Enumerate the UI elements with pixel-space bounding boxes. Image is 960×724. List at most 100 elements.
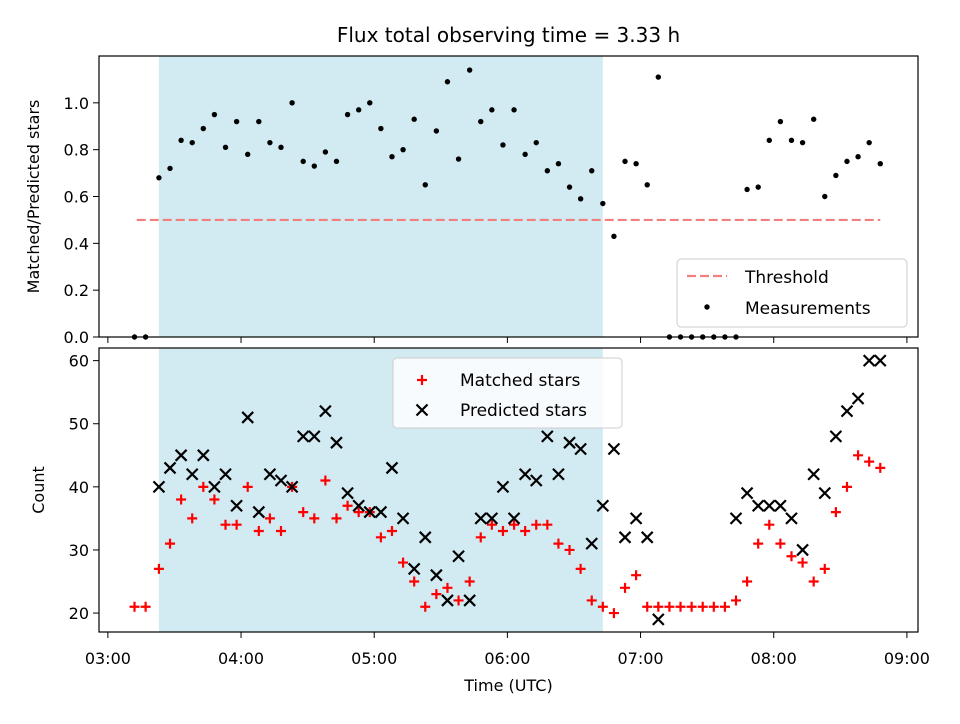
legend-measurements-label: Measurements [745,299,871,319]
matched-star-point [276,526,286,537]
measurement-point [455,156,462,162]
predicted-star-point [352,499,365,513]
measurement-point [577,196,584,202]
predicted-star-point [285,480,299,494]
ratio-y-ticks: 0.0 0.2 0.4 0.6 0.8 1.0 [64,94,99,347]
predicted-star-point [330,436,343,449]
ratio-y-axis-label: Matched/Predicted stars [24,100,43,294]
measurement-point [844,158,850,165]
measurement-point [289,100,295,106]
matched-star-point [253,526,264,537]
predicted-star-point [474,512,488,525]
matched-star-point [231,519,242,530]
predicted-star-point [785,512,798,525]
measurement-point [799,139,806,146]
measurement-point [422,182,428,188]
predicted-star-point [407,562,421,576]
matched-star-point [331,513,342,524]
matched-star-point [564,544,575,555]
legend-threshold-label: Threshold [744,268,829,288]
predicted-star-point [552,467,565,481]
predicted-star-point [296,430,310,443]
count-y-tick-label: 20 [69,604,89,623]
predicted-star-point [341,486,354,500]
predicted-star-point [807,467,820,481]
predicted-star-point [274,474,288,487]
matched-star-point [853,450,864,461]
measurement-point [533,139,539,146]
predicted-star-point [774,499,787,513]
matched-star-point [542,519,553,530]
count-marks [129,354,887,626]
measurement-point [211,111,218,118]
measurement-point [810,116,817,122]
matched-star-point [764,519,775,530]
measurement-point [267,139,273,146]
measurement-point [256,118,262,125]
measurement-point [566,184,573,190]
predicted-star-point [308,430,321,443]
predicted-star-point [763,499,776,513]
predicted-star-point [363,505,377,519]
predicted-star-point [252,505,266,519]
count-axes-frame [98,347,919,633]
matched-star-point [264,513,275,524]
matched-star-point [375,532,386,543]
measurement-point [511,107,517,113]
matched-star-point [608,608,619,619]
count-y-ticks: 20 30 40 50 60 [69,352,99,623]
predicted-star-point [518,467,532,481]
ratio-y-tick-label: 0.0 [64,328,89,347]
measurement-point [555,161,562,167]
matched-star-point [686,601,697,612]
matched-star-point [708,601,719,612]
measurement-point [777,118,784,125]
measurement-point [877,161,883,167]
matched-star-point [409,576,420,587]
matched-star-point [209,494,220,505]
matched-star-point [420,601,431,612]
matched-star-point [497,526,508,537]
matched-star-point [398,557,409,568]
ratio-x-ticks [107,337,908,343]
predicted-star-point [541,430,554,443]
measurement-point [833,172,839,179]
predicted-star-point [396,512,410,525]
matched-star-point [187,513,198,524]
predicted-star-point [485,512,499,525]
measurement-point [322,149,329,155]
count-legend: Matched stars Predicted stars [392,357,623,429]
measurement-point [344,111,351,118]
matched-star-point [786,551,797,562]
measurement-point [156,175,162,181]
measurement-point [855,153,861,160]
predicted-star-point [418,531,432,544]
predicted-star-point [740,486,754,500]
predicted-star-point [219,467,232,481]
count-y-tick-label: 30 [69,541,89,560]
predicted-star-point [374,505,388,519]
matched-star-point [165,538,176,549]
measurement-point [222,144,229,151]
matched-star-point [830,507,841,518]
matched-star-point [731,595,741,606]
matched-star-point [453,595,464,606]
measurement-point [411,116,417,122]
predicted-star-point [430,568,443,582]
predicted-star-point [629,512,643,525]
matched-star-point [819,563,830,574]
measurement-point [278,144,284,151]
matched-star-point [597,601,608,612]
legend-box [676,258,908,328]
measurement-point [200,125,207,132]
predicted-star-point [862,354,876,367]
predicted-star-point [873,354,887,367]
ratio-y-tick-label: 0.4 [64,234,89,253]
time-x-tick-label: 04:00 [218,649,264,668]
predicted-star-point [574,442,587,456]
measurement-point [822,193,828,200]
measurement-point [444,79,451,85]
matched-star-point [298,507,309,518]
matched-star-point [220,519,231,530]
matched-star-point [664,601,675,612]
